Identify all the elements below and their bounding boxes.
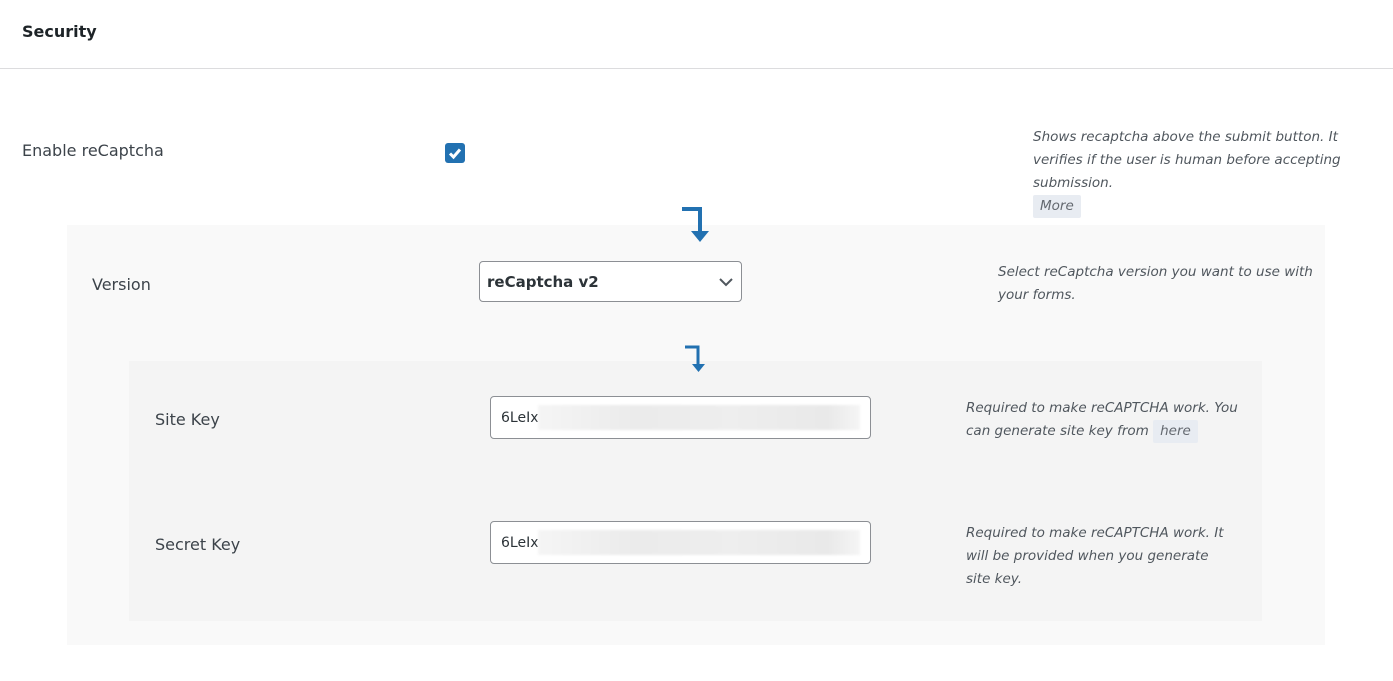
- version-label: Version: [92, 275, 151, 294]
- enable-recaptcha-checkbox[interactable]: [445, 143, 465, 163]
- site-key-value: 6LeIx: [501, 410, 539, 426]
- chevron-down-icon: [719, 278, 733, 287]
- description-text: Shows recaptcha above the submit button.…: [1033, 129, 1341, 191]
- site-key-input[interactable]: 6LeIx: [490, 396, 871, 439]
- version-selected-value: reCaptcha v2: [487, 273, 599, 291]
- arrow-down-right-icon: [685, 345, 705, 372]
- secret-key-description: Required to make reCAPTCHA work. It will…: [966, 525, 1224, 587]
- site-key-label: Site Key: [155, 410, 220, 429]
- section-header: [0, 0, 1393, 69]
- description-text: Required to make reCAPTCHA work. You can…: [966, 400, 1238, 439]
- version-select[interactable]: reCaptcha v2: [479, 261, 742, 302]
- page-title: Security: [22, 22, 97, 41]
- version-description: Select reCaptcha version you want to use…: [998, 264, 1313, 303]
- more-link[interactable]: More: [1033, 195, 1081, 218]
- enable-recaptcha-label: Enable reCaptcha: [22, 141, 164, 160]
- arrow-down-right-icon: [682, 207, 709, 242]
- secret-key-label: Secret Key: [155, 535, 241, 554]
- site-key-description: Required to make reCAPTCHA work. You can…: [966, 397, 1246, 443]
- checkmark-icon: [448, 148, 462, 160]
- enable-recaptcha-description: Shows recaptcha above the submit button.…: [1033, 126, 1373, 218]
- redacted-blur: [538, 405, 860, 430]
- secret-key-value: 6LeIx: [501, 535, 539, 551]
- secret-key-input[interactable]: 6LeIx: [490, 521, 871, 564]
- here-link[interactable]: here: [1153, 420, 1198, 443]
- redacted-blur: [538, 530, 860, 555]
